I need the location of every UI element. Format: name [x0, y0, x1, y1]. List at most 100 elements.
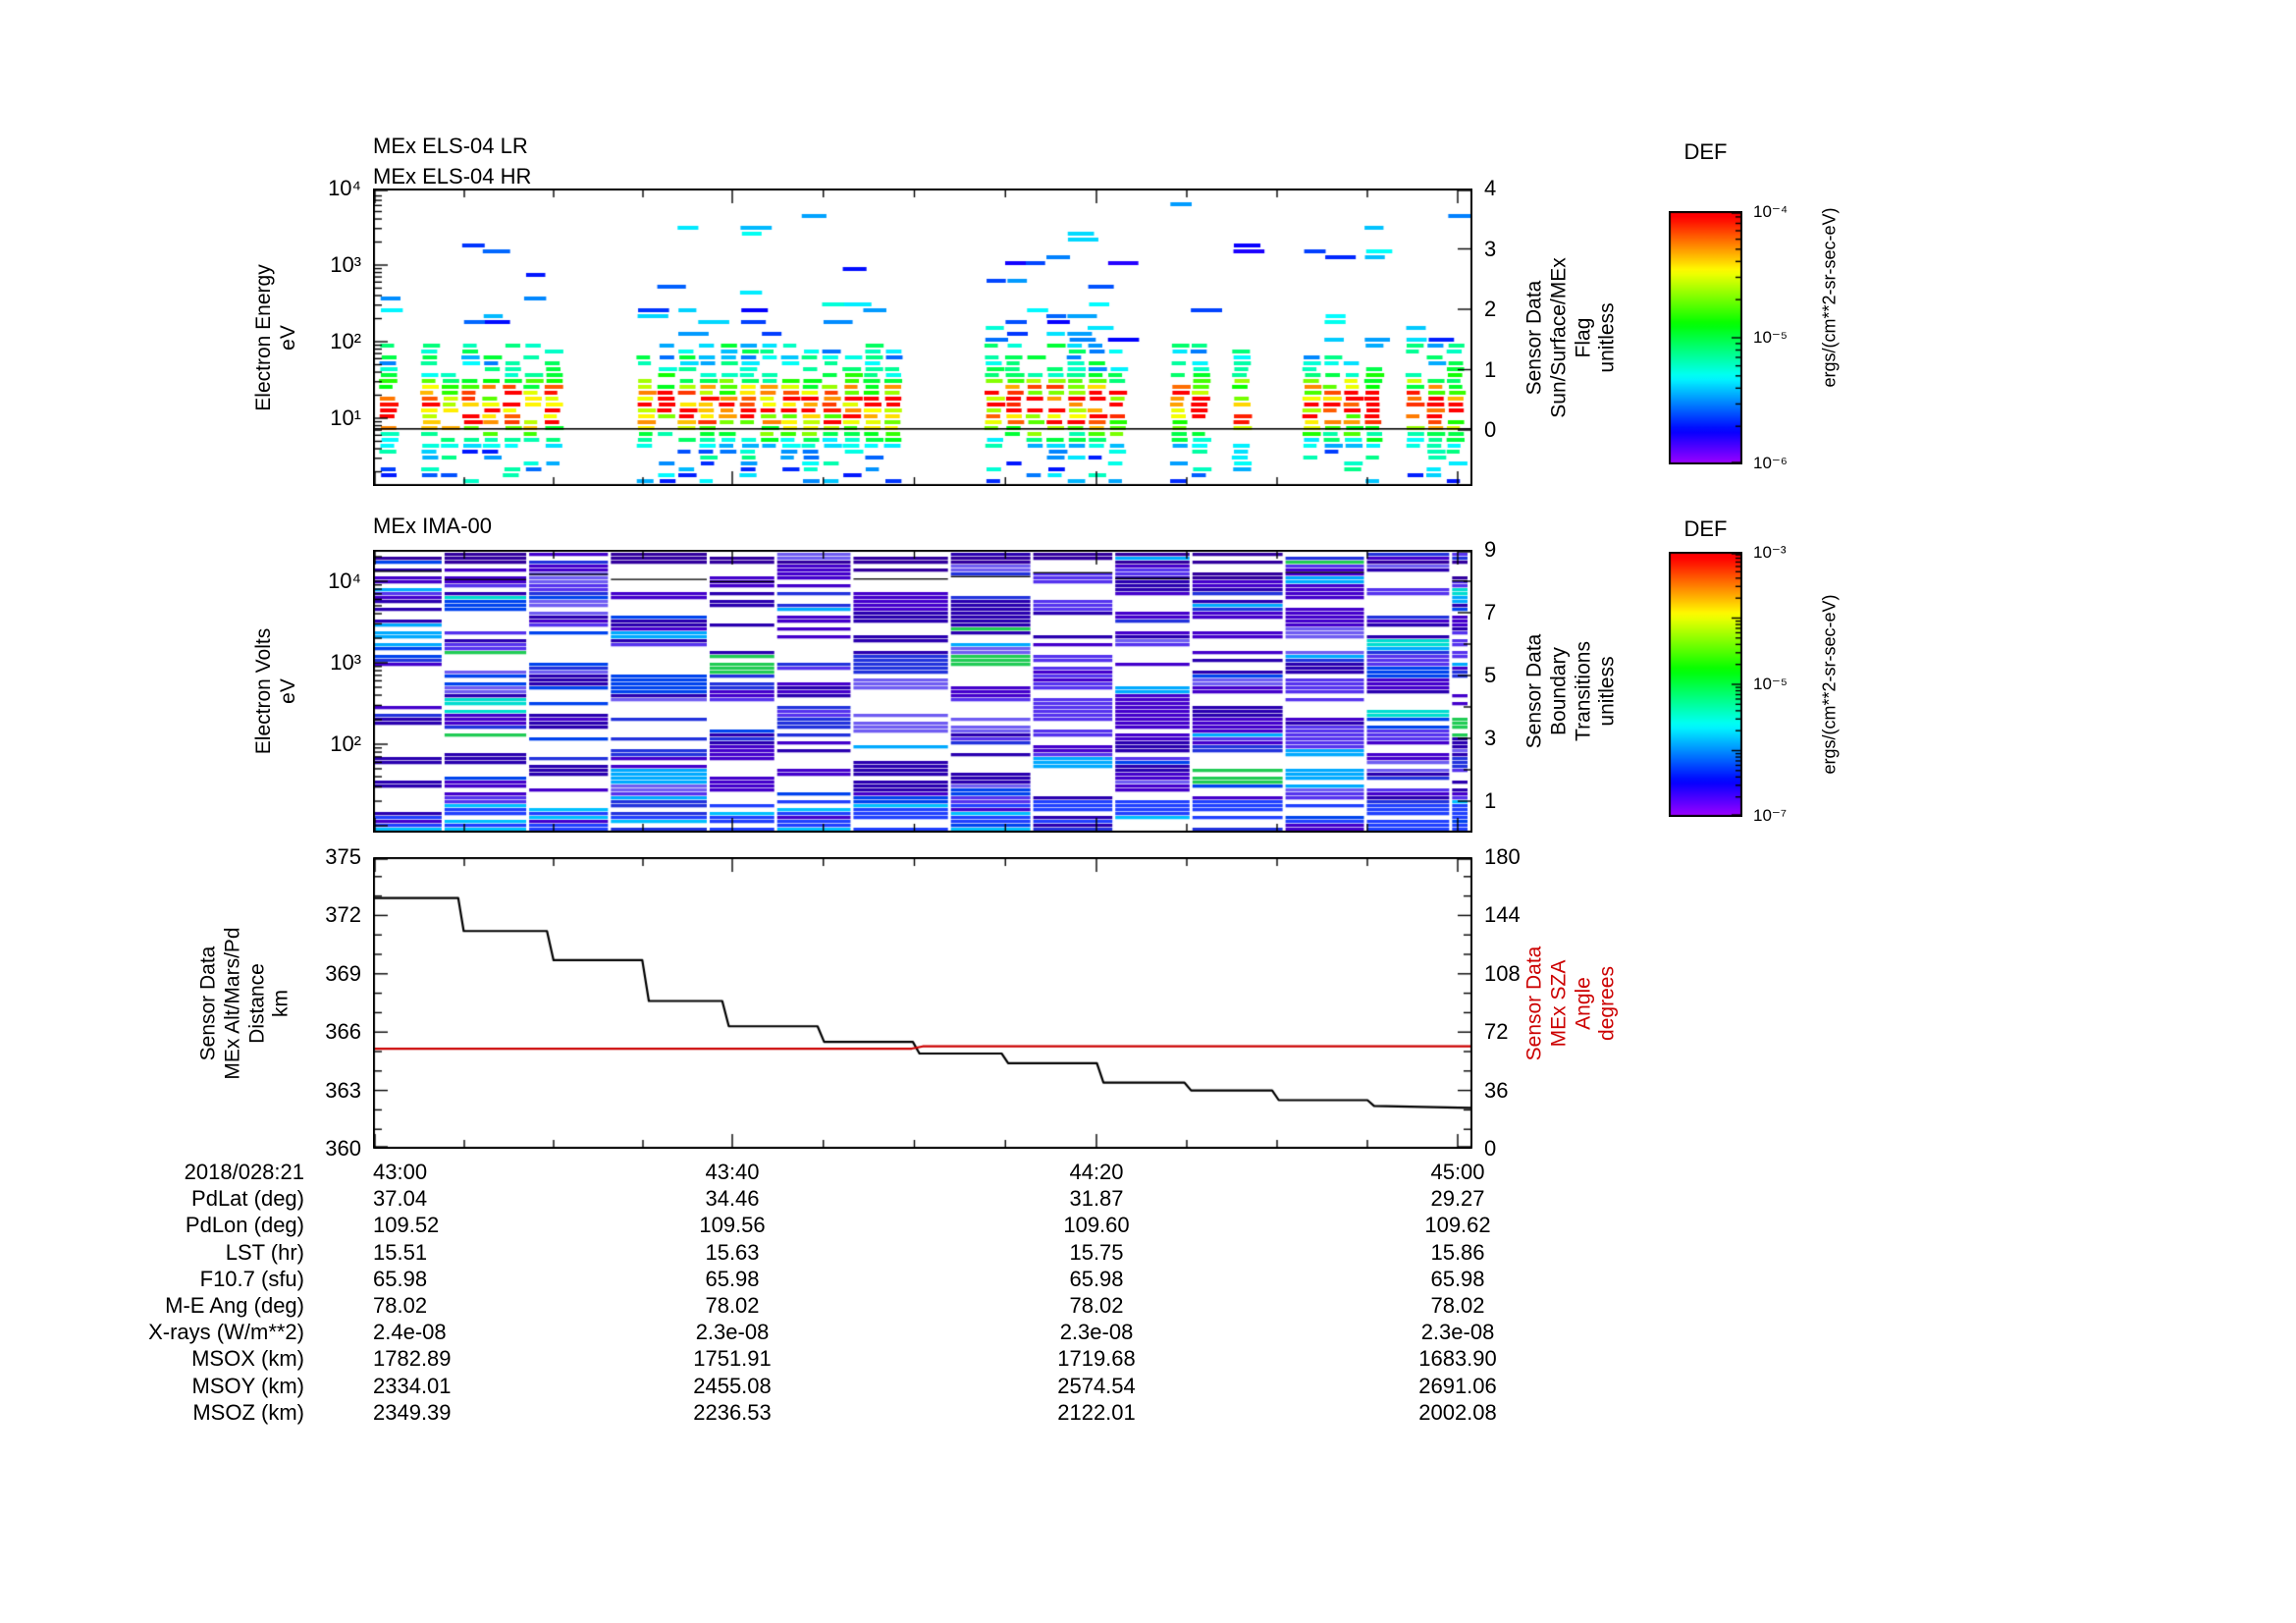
els-colorbar-tick-label: 10⁻⁵: [1753, 328, 1788, 347]
sza-tick-label: 180: [1484, 844, 1521, 869]
els-title-line1: MEx ELS-04 LR: [373, 134, 528, 158]
table-cell: 109.56: [699, 1213, 766, 1238]
table-cell: 109.52: [373, 1213, 440, 1238]
sza-right-axis-label: Sensor Data MEx SZA Angle degrees: [1522, 946, 1619, 1061]
els-colorbar-units-label: ergs/(cm**2-sr-sec-eV): [1819, 207, 1840, 388]
table-cell: 65.98: [1069, 1266, 1124, 1291]
ima-energy-tick-label: 10²: [330, 731, 361, 756]
ima-boundary-tick-label: 5: [1484, 663, 1497, 687]
ima-colorbar-units-label: ergs/(cm**2-sr-sec-eV): [1819, 594, 1840, 775]
table-cell: 65.98: [373, 1266, 428, 1291]
table-cell: 78.02: [1430, 1293, 1485, 1318]
table-cell: 2236.53: [693, 1399, 772, 1425]
els-colorbar-tick-label: 10⁻⁴: [1753, 202, 1789, 221]
els-spectrogram-plot: [373, 189, 1472, 486]
table-cell: 78.02: [705, 1293, 760, 1318]
table-cell: 2.4e-08: [373, 1320, 447, 1345]
ima-right-axis-label: Sensor Data Boundary Transitions unitles…: [1522, 633, 1619, 749]
table-cell: 37.04: [373, 1186, 428, 1212]
table-cell: 1751.91: [693, 1346, 772, 1372]
table-row-label: MSOX (km): [191, 1346, 304, 1372]
altitude-tick-label: 369: [325, 960, 361, 986]
els-colorbar: [1669, 211, 1742, 464]
table-cell: 2455.08: [693, 1373, 772, 1398]
table-row-label: LST (hr): [225, 1239, 304, 1265]
ima-y-axis-label: Electron Volts eV: [252, 627, 299, 755]
altitude-tick-label: 375: [325, 844, 361, 869]
ima-colorbar-tick-label: 10⁻⁷: [1753, 806, 1788, 825]
ima-spectrogram-plot: [373, 550, 1472, 833]
table-cell: 65.98: [1430, 1266, 1485, 1291]
els-title-line2: MEx ELS-04 HR: [373, 164, 532, 189]
table-cell: 109.60: [1063, 1213, 1130, 1238]
altitude-tick-label: 366: [325, 1019, 361, 1045]
altitude-tick-label: 363: [325, 1077, 361, 1103]
els-right-axis-label: Sensor Data Sun/Surface/MEx Flag unitles…: [1522, 257, 1619, 418]
els-flag-tick-label: 2: [1484, 297, 1497, 321]
els-colorbar-tick-label: 10⁻⁶: [1753, 454, 1788, 472]
table-cell: 2574.54: [1057, 1373, 1136, 1398]
ima-colorbar-tick-label: 10⁻⁵: [1753, 675, 1788, 693]
table-row-label: MSOY (km): [191, 1373, 304, 1398]
table-cell: 2.3e-08: [695, 1320, 770, 1345]
table-cell: 1719.68: [1057, 1346, 1136, 1372]
els-energy-tick-label: 10²: [330, 329, 361, 353]
table-cell: 78.02: [1069, 1293, 1124, 1318]
els-energy-tick-label: 10⁴: [328, 176, 361, 200]
table-cell: 15.51: [373, 1239, 428, 1265]
table-cell: 2349.39: [373, 1399, 452, 1425]
table-cell: 2122.01: [1057, 1399, 1136, 1425]
table-cell: 43:40: [705, 1160, 760, 1184]
sza-tick-label: 72: [1484, 1019, 1509, 1045]
els-energy-tick-label: 10¹: [330, 406, 361, 430]
table-cell: 15.75: [1069, 1239, 1124, 1265]
table-cell: 109.62: [1424, 1213, 1491, 1238]
table-cell: 78.02: [373, 1293, 428, 1318]
table-cell: 2691.06: [1418, 1373, 1497, 1398]
els-y-axis-label: Electron Energy eV: [252, 264, 299, 411]
ima-boundary-tick-label: 9: [1484, 537, 1497, 562]
sza-tick-label: 36: [1484, 1077, 1509, 1103]
altitude-tick-label: 372: [325, 902, 361, 928]
els-colorbar-title: DEF: [1683, 139, 1728, 164]
table-cell: 31.87: [1069, 1186, 1124, 1212]
table-cell: 1683.90: [1418, 1346, 1497, 1372]
els-flag-tick-label: 0: [1484, 417, 1497, 442]
table-cell: 65.98: [705, 1266, 760, 1291]
ima-energy-tick-label: 10³: [330, 650, 361, 675]
table-cell: 2.3e-08: [1059, 1320, 1134, 1345]
table-cell: 2.3e-08: [1420, 1320, 1495, 1345]
table-row-label: F10.7 (sfu): [199, 1266, 304, 1291]
sza-tick-label: 108: [1484, 960, 1521, 986]
table-cell: 15.63: [705, 1239, 760, 1265]
els-flag-tick-label: 1: [1484, 356, 1497, 382]
table-cell: 2002.08: [1418, 1399, 1497, 1425]
table-cell: 43:00: [373, 1160, 428, 1184]
ima-colorbar-title: DEF: [1683, 516, 1728, 541]
ima-energy-tick-label: 10⁴: [328, 568, 361, 593]
table-cell: 45:00: [1430, 1160, 1485, 1184]
altitude-y-axis-label: Sensor Data MEx Alt/Mars/Pd Distance km: [196, 927, 293, 1080]
ima-title: MEx IMA-00: [373, 514, 493, 538]
ima-boundary-tick-label: 1: [1484, 788, 1497, 813]
els-flag-tick-label: 3: [1484, 236, 1497, 261]
table-cell: 44:20: [1069, 1160, 1124, 1184]
table-cell: 34.46: [705, 1186, 760, 1212]
altitude-tick-label: 360: [325, 1136, 361, 1161]
table-row-label: MSOZ (km): [192, 1399, 304, 1425]
table-row-label: PdLon (deg): [185, 1213, 304, 1238]
table-row-label: PdLat (deg): [191, 1186, 304, 1212]
els-energy-tick-label: 10³: [330, 252, 361, 277]
table-row-label: 2018/028:21: [184, 1160, 304, 1184]
table-cell: 1782.89: [373, 1346, 452, 1372]
table-cell: 2334.01: [373, 1373, 452, 1398]
els-flag-tick-label: 4: [1484, 176, 1497, 200]
ima-boundary-tick-label: 3: [1484, 726, 1497, 750]
altitude-sza-line-plot: [373, 857, 1472, 1149]
sza-tick-label: 0: [1484, 1136, 1497, 1161]
table-cell: 15.86: [1430, 1239, 1485, 1265]
table-row-label: M-E Ang (deg): [165, 1293, 304, 1318]
table-cell: 29.27: [1430, 1186, 1485, 1212]
table-row-label: X-rays (W/m**2): [148, 1320, 304, 1345]
